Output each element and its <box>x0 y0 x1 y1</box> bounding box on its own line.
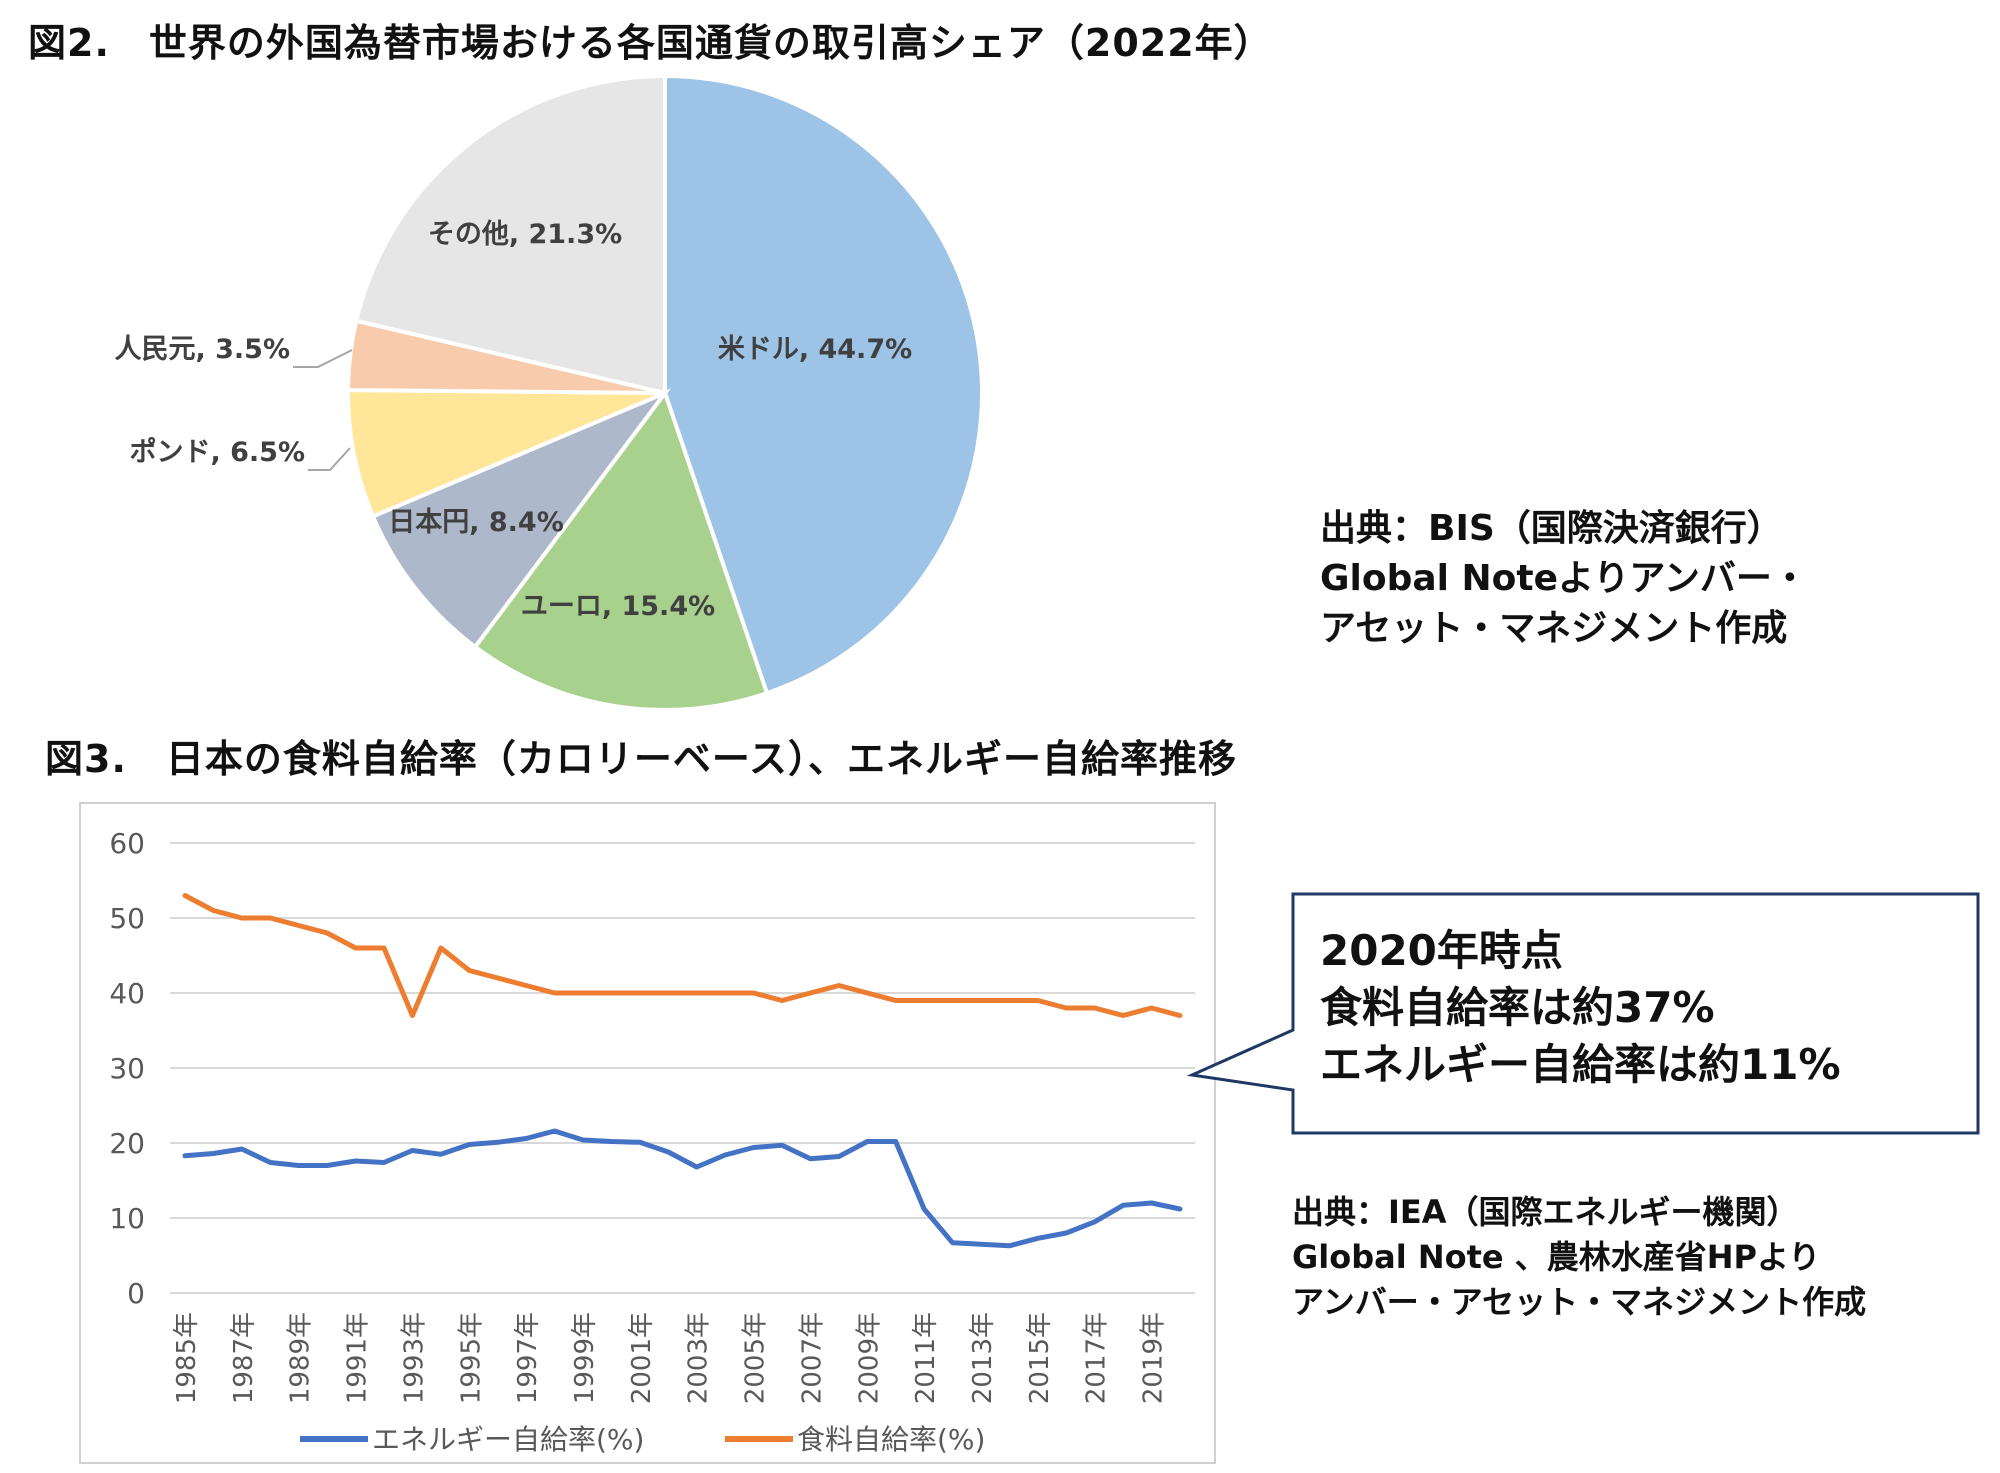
fig2-title: 図2. 世界の外国為替市場おける各国通貨の取引高シェア（2022年） <box>28 21 1273 65</box>
y-tick-label: 30 <box>109 1052 145 1085</box>
fig3-source-line: アンバー・アセット・マネジメント作成 <box>1292 1283 1867 1321</box>
x-tick-label: 2013年 <box>968 1312 998 1404</box>
x-tick-label: 1989年 <box>286 1312 316 1404</box>
x-tick-label: 1995年 <box>456 1312 486 1404</box>
callout-box <box>1186 892 1980 1135</box>
series-line <box>182 1128 1183 1249</box>
fig2-source: 出典：BIS（国際決済銀行） Global Noteよりアンバー・ アセット・マ… <box>1320 504 1808 654</box>
callout-text: 2020年時点 食料自給率は約37% エネルギー自給率は約11% <box>1320 922 1841 1093</box>
x-tick-label: 1991年 <box>343 1312 373 1404</box>
pie-slice-label: ポンド, 6.5% <box>129 437 305 468</box>
fig3-source-line: 出典：IEA（国際エネルギー機関） <box>1292 1193 1799 1231</box>
x-tick-label: 2001年 <box>627 1312 657 1404</box>
y-tick-label: 20 <box>109 1127 145 1160</box>
pie-slice <box>346 387 666 520</box>
fig2-source-line: 出典：BIS（国際決済銀行） <box>1320 508 1783 549</box>
fig3-source-line: Global Note 、農林水産省HPより <box>1292 1238 1821 1276</box>
x-tick-label: 2007年 <box>797 1312 827 1404</box>
x-tick-label: 2003年 <box>684 1312 714 1404</box>
pie-slice-label: その他, 21.3% <box>428 219 622 250</box>
fig2-source-line: アセット・マネジメント作成 <box>1320 608 1788 649</box>
pie-slice-label: ユーロ, 15.4% <box>521 591 715 622</box>
series-line <box>182 893 1183 1018</box>
pie-chart: 米ドル, 44.7% ユーロ, 15.4% 日本円, 8.4% ポンド, 6.5% 人民… <box>114 73 984 710</box>
fig3-title: 図3. 日本の食料自給率（カロリーベース）、エネルギー自給率推移 <box>45 737 1237 781</box>
chart-frame <box>79 802 1216 1464</box>
pie-leader-line <box>293 349 353 368</box>
pie-leader-line <box>308 447 351 471</box>
x-tick-label: 1997年 <box>513 1312 543 1404</box>
fig2-source-line: Global Noteよりアンバー・ <box>1320 558 1808 599</box>
y-tick-label: 40 <box>109 977 145 1010</box>
pie-slice <box>472 388 770 710</box>
pie-slice <box>353 73 667 396</box>
callout-line: 食料自給率は約37% <box>1320 983 1715 1032</box>
x-tick-label: 2017年 <box>1082 1312 1112 1404</box>
y-tick-label: 60 <box>109 827 145 860</box>
pie-slice-label: 米ドル, 44.7% <box>718 334 912 365</box>
y-tick-label: 10 <box>109 1202 145 1235</box>
pie-slice <box>663 73 984 696</box>
line-chart: 0 10 20 30 40 50 60 1985年 1987年 1989年 1991年 1993年 1… <box>79 802 1216 1464</box>
x-tick-label: 2019年 <box>1139 1312 1169 1404</box>
y-tick-label: 50 <box>109 902 145 935</box>
x-tick-label: 2011年 <box>911 1312 941 1404</box>
x-tick-label: 1999年 <box>570 1312 600 1404</box>
x-tick-label: 2015年 <box>1025 1312 1055 1404</box>
fig3-source: 出典：IEA（国際エネルギー機関） Global Note 、農林水産省HPより… <box>1292 1190 1866 1325</box>
pie-slice-label: 日本円, 8.4% <box>388 507 564 538</box>
x-tick-label: 1993年 <box>399 1312 429 1404</box>
x-tick-label: 2005年 <box>741 1312 771 1404</box>
x-tick-label: 1987年 <box>229 1312 259 1404</box>
x-tick-label: 1985年 <box>172 1312 202 1404</box>
pie-slice <box>370 388 672 650</box>
callout-line: 2020年時点 <box>1320 926 1563 975</box>
pie-slice-label: 人民元, 3.5% <box>114 334 290 365</box>
legend-label: エネルギー自給率(%) <box>372 1423 644 1456</box>
x-tick-label: 2009年 <box>854 1312 884 1404</box>
y-tick-label: 0 <box>127 1277 145 1310</box>
legend-label: 食料自給率(%) <box>797 1423 985 1456</box>
callout-line: エネルギー自給率は約11% <box>1320 1040 1841 1089</box>
